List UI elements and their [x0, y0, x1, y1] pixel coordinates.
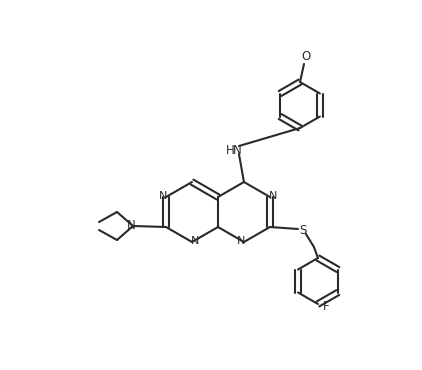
- Text: N: N: [233, 144, 241, 157]
- Text: H: H: [226, 144, 234, 157]
- Text: N: N: [269, 191, 277, 201]
- Text: S: S: [299, 223, 307, 236]
- Text: O: O: [301, 50, 311, 63]
- Text: N: N: [127, 219, 135, 232]
- Text: N: N: [191, 236, 199, 246]
- Text: N: N: [159, 191, 167, 201]
- Text: F: F: [323, 299, 329, 313]
- Text: N: N: [237, 236, 245, 246]
